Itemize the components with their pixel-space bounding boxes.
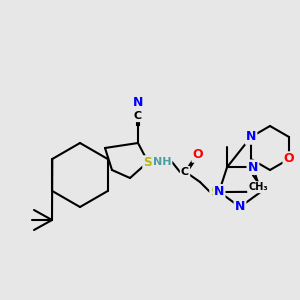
Text: N: N xyxy=(133,97,143,110)
Text: C: C xyxy=(181,167,189,177)
Text: S: S xyxy=(143,157,152,169)
Text: N: N xyxy=(248,161,258,174)
Text: C: C xyxy=(134,111,142,121)
Text: S: S xyxy=(211,185,220,199)
Text: N: N xyxy=(235,200,245,214)
Text: NH: NH xyxy=(153,157,171,167)
Text: CH₃: CH₃ xyxy=(248,182,268,192)
Text: O: O xyxy=(193,148,203,161)
Text: O: O xyxy=(284,152,294,166)
Text: N: N xyxy=(214,185,224,198)
Text: N: N xyxy=(246,130,256,143)
